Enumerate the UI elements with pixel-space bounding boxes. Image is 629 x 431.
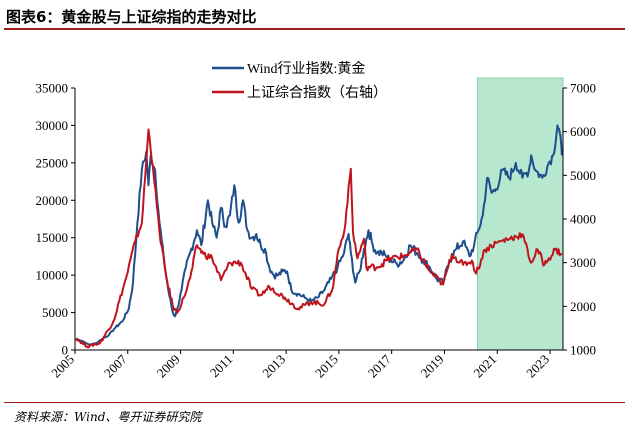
chart-title: 图表6：黄金股与上证综指的走势对比 <box>6 8 257 26</box>
right-axis-ticks: 1000 2000 3000 4000 5000 6000 7000 <box>563 81 596 358</box>
x-tick-label: 2005 <box>48 352 77 381</box>
x-axis-ticks: 2005 2007 2009 2011 2013 2015 2017 2019 2021 2023 <box>48 350 552 381</box>
x-tick-label: 2021 <box>470 352 499 381</box>
legend-label-sse: 上证综合指数（右轴） <box>247 85 387 101</box>
left-tick-label: 20000 <box>36 193 69 208</box>
right-tick-label: 5000 <box>570 168 596 183</box>
source-note: 资料来源：Wind、粤开证券研究院 <box>14 410 202 424</box>
footer-divider <box>4 402 625 403</box>
right-tick-label: 7000 <box>570 81 596 96</box>
title-divider <box>4 28 625 30</box>
left-tick-label: 15000 <box>36 230 69 245</box>
highlight-band <box>476 77 564 351</box>
right-tick-label: 3000 <box>570 255 596 270</box>
x-tick-label: 2017 <box>365 351 394 380</box>
left-tick-label: 25000 <box>36 155 69 170</box>
series-group <box>75 124 563 349</box>
x-tick-label: 2007 <box>101 351 130 380</box>
left-tick-label: 0 <box>62 343 69 358</box>
left-axis-ticks: 0 5000 10000 15000 20000 25000 30000 35000 <box>36 81 75 358</box>
right-tick-label: 2000 <box>570 299 596 314</box>
x-tick-label: 2023 <box>523 352 552 381</box>
x-tick-label: 2019 <box>418 352 447 381</box>
x-tick-label: 2015 <box>312 352 341 381</box>
legend-label-gold: Wind行业指数:黄金 <box>247 60 365 77</box>
right-tick-label: 4000 <box>570 212 596 227</box>
chart-svg: 0 5000 10000 15000 20000 25000 30000 35000 1000… <box>36 60 597 381</box>
left-tick-label: 30000 <box>36 118 69 133</box>
right-tick-label: 1000 <box>570 343 596 358</box>
x-tick-label: 2011 <box>207 352 236 381</box>
right-tick-label: 6000 <box>570 124 596 139</box>
x-tick-label: 2009 <box>154 352 183 381</box>
left-tick-label: 10000 <box>36 268 69 283</box>
x-tick-label: 2013 <box>259 352 288 381</box>
legend: Wind行业指数:黄金 上证综合指数（右轴） <box>212 60 387 101</box>
left-tick-label: 5000 <box>42 305 68 320</box>
left-tick-label: 35000 <box>36 81 69 96</box>
series-line-sse-composite <box>75 128 563 349</box>
